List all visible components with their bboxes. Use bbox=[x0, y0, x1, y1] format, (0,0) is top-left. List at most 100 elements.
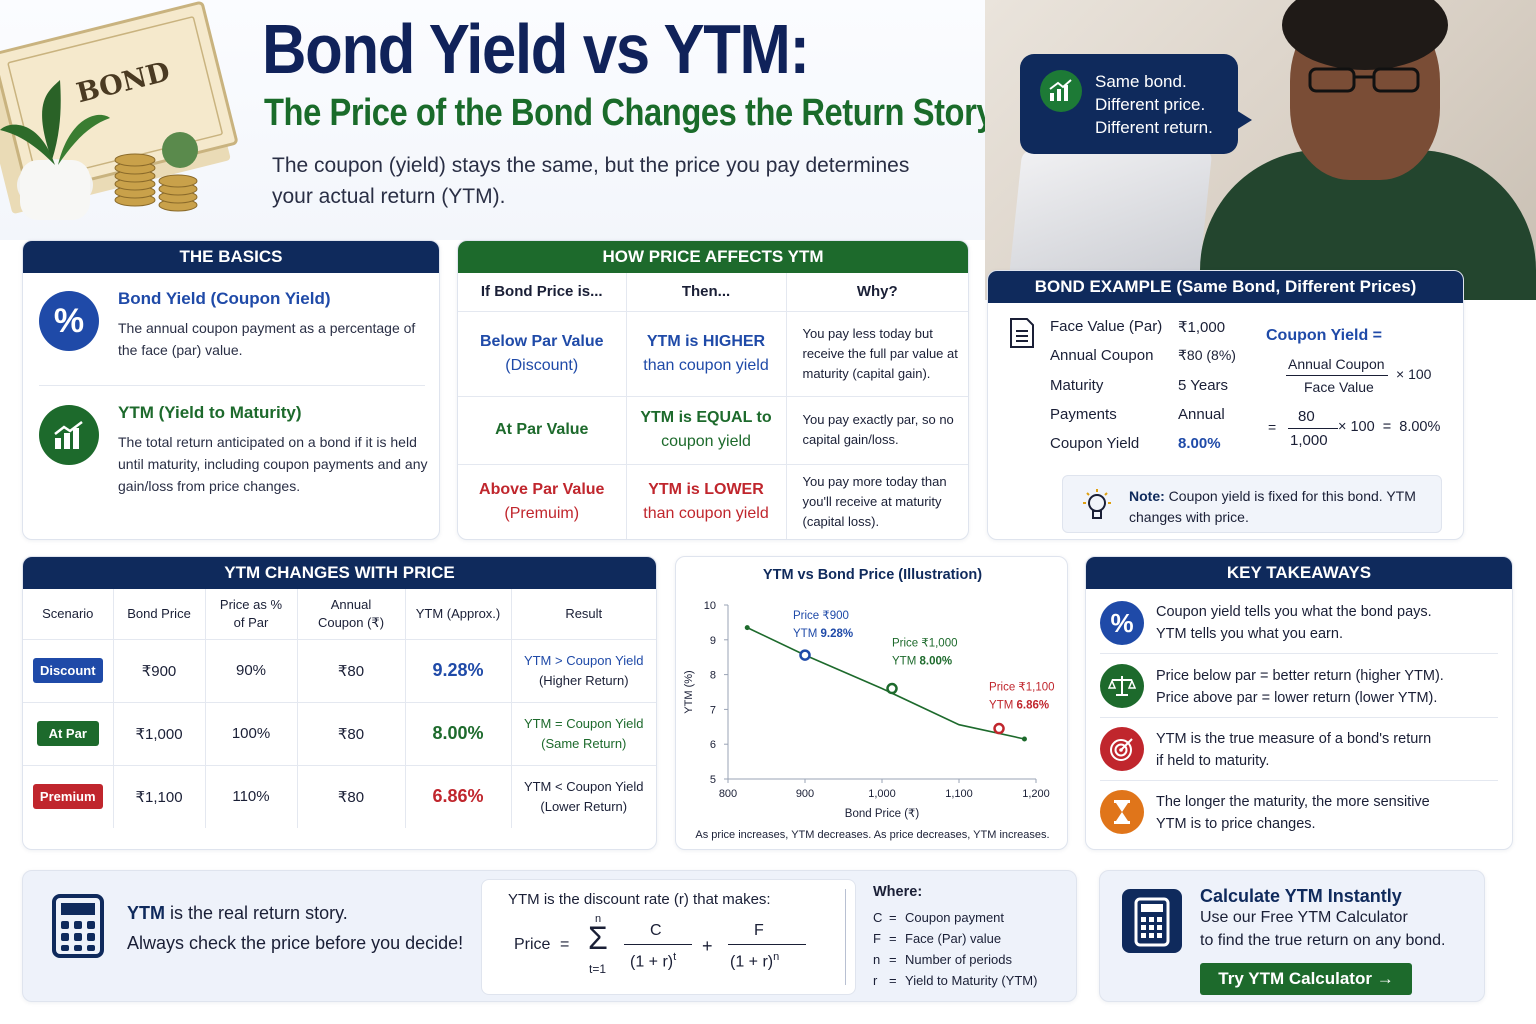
ytm-value: 9.28% bbox=[405, 639, 512, 703]
formula-numerator: Annual Coupon bbox=[1288, 356, 1385, 372]
bubble-line-2: Different price. bbox=[1095, 95, 1206, 114]
chart-title: YTM vs Bond Price (Illustration) bbox=[762, 567, 983, 583]
formula-times: × 100 bbox=[1396, 366, 1432, 382]
bond-example-panel: BOND EXAMPLE (Same Bond, Different Price… bbox=[987, 270, 1464, 540]
example-label: Annual Coupon bbox=[1050, 347, 1154, 364]
calc-result: × 100 = 8.00% bbox=[1338, 419, 1441, 435]
ytm-col-header: Result bbox=[511, 589, 656, 640]
divider bbox=[1100, 780, 1498, 781]
data-point bbox=[993, 722, 1005, 735]
price-condition-sub: (Premuim) bbox=[504, 505, 580, 523]
where-row: r = Yield to Maturity (YTM) bbox=[873, 970, 1037, 991]
data-label-ytm: YTM 9.28% bbox=[793, 628, 853, 640]
basics-item-1-text: The annual coupon payment as a percentag… bbox=[118, 320, 416, 358]
lightbulb-icon bbox=[1083, 489, 1111, 519]
x-tick-label: 1,200 bbox=[1022, 788, 1050, 800]
takeaway-3-line-2: if held to maturity. bbox=[1156, 753, 1270, 769]
how-table: If Bond Price is... Then... Why? Below P… bbox=[458, 273, 968, 539]
formula-denominator: Face Value bbox=[1304, 379, 1374, 395]
scenario-badge: Discount bbox=[32, 658, 103, 683]
ytm-col-header: Scenario bbox=[23, 589, 114, 640]
data-label-price: Price ₹1,000 bbox=[892, 638, 958, 650]
x-tick-label: 1,000 bbox=[868, 788, 896, 800]
how-price-panel: HOW PRICE AFFECTS YTM If Bond Price is..… bbox=[457, 240, 969, 540]
where-desc: Number of periods bbox=[905, 952, 1012, 967]
cta-line-2: to find the true return on any bond. bbox=[1200, 932, 1446, 949]
data-label-value: 6.86% bbox=[1017, 700, 1050, 712]
formula-plus: + bbox=[702, 936, 713, 956]
scenario-badge: Premium bbox=[32, 784, 103, 810]
try-ytm-calculator-button[interactable]: Try YTM Calculator → bbox=[1200, 963, 1412, 995]
speech-bubble: Same bond. Different price. Different re… bbox=[1020, 54, 1252, 154]
cta-title: Calculate YTM Instantly bbox=[1200, 886, 1402, 906]
annual-coupon: ₹80 bbox=[297, 639, 406, 703]
y-tick-label: 7 bbox=[710, 704, 716, 716]
chart-caption: As price increases, YTM decreases. As pr… bbox=[695, 829, 1050, 841]
frac2-numerator: F bbox=[754, 922, 764, 939]
y-tick-label: 5 bbox=[710, 774, 716, 786]
ytm-value: 8.00% bbox=[405, 702, 512, 766]
page-intro: The coupon (yield) stays the same, but t… bbox=[272, 154, 910, 208]
where-equals: = bbox=[889, 931, 897, 946]
x-tick-label: 900 bbox=[796, 788, 814, 800]
where-symbol: n bbox=[873, 952, 881, 967]
basics-panel: THE BASICS % Bond Yield (Coupon Yield) T… bbox=[22, 240, 440, 540]
hourglass-icon bbox=[1100, 790, 1144, 834]
bubble-line-1: Same bond. bbox=[1095, 72, 1187, 91]
data-label-price: Price ₹900 bbox=[793, 610, 849, 622]
then-text: YTM is LOWER bbox=[648, 481, 764, 499]
how-col-header: If Bond Price is... bbox=[458, 273, 627, 312]
formula-intro: YTM is the discount rate (r) that makes: bbox=[508, 891, 771, 908]
x-axis-label: Bond Price (₹) bbox=[845, 808, 920, 820]
fraction-bar bbox=[624, 944, 692, 945]
takeaway-1-line-2: YTM tells you what you earn. bbox=[1156, 626, 1343, 642]
where-symbol: C bbox=[873, 910, 883, 925]
result-line-2: (Same Return) bbox=[541, 735, 627, 751]
price-condition: At Par Value bbox=[458, 396, 627, 465]
note-text: Coupon yield is fixed for this bond. YTM… bbox=[1129, 488, 1416, 525]
frac1-denominator: (1 + r) bbox=[630, 953, 674, 971]
price-pct: 110% bbox=[205, 765, 298, 828]
example-value: 5 Years bbox=[1178, 377, 1229, 394]
calculator-icon bbox=[1122, 889, 1182, 953]
data-label-ytm: YTM 8.00% bbox=[892, 656, 952, 668]
formula-title: Coupon Yield = bbox=[1266, 327, 1383, 344]
bond-price: ₹1,100 bbox=[113, 765, 206, 828]
footer-msg-bold: YTM bbox=[127, 903, 165, 923]
ytm-table-header: YTM CHANGES WITH PRICE bbox=[23, 557, 656, 589]
y-tick-label: 8 bbox=[710, 670, 716, 682]
price-condition: Below Par Value bbox=[479, 332, 604, 350]
where-symbol: r bbox=[873, 973, 878, 988]
calc-denominator: 1,000 bbox=[1290, 432, 1328, 449]
cta-panel: Calculate YTM Instantly Use our Free YTM… bbox=[1099, 870, 1485, 1002]
chart-panel: YTM vs Bond Price (Illustration) 5 6 7 8 9 10… bbox=[675, 556, 1068, 850]
sigma-bottom: t=1 bbox=[589, 962, 607, 976]
table-row: Below Par Value (Discount) YTM is HIGHER t… bbox=[458, 311, 968, 397]
scenario-badge: At Par bbox=[36, 721, 99, 746]
data-label-ytm: YTM 6.86% bbox=[989, 700, 1049, 712]
example-value: Annual bbox=[1178, 406, 1225, 423]
laptop-illustration bbox=[1007, 150, 1213, 290]
example-label: Coupon Yield bbox=[1050, 435, 1140, 452]
where-desc: Face (Par) value bbox=[905, 931, 1002, 946]
then-sub: than coupon yield bbox=[643, 505, 769, 523]
cta-line-1: Use our Free YTM Calculator bbox=[1200, 909, 1408, 926]
divider bbox=[1100, 653, 1498, 654]
data-label-value: 8.00% bbox=[919, 656, 952, 668]
line-endpoint bbox=[1021, 736, 1027, 742]
how-col-header: Why? bbox=[786, 273, 968, 312]
page-title: Bond Yield vs YTM: bbox=[262, 10, 810, 88]
calc-equals: = bbox=[1268, 419, 1277, 435]
takeaway-4-line-2: YTM is to price changes. bbox=[1156, 816, 1316, 832]
ytm-value: 6.86% bbox=[405, 765, 512, 828]
where-row: n = Number of periods bbox=[873, 949, 1037, 970]
footer-msg-line-2: Always check the price before you decide… bbox=[127, 933, 464, 953]
formula-equals: = bbox=[560, 936, 570, 953]
divider bbox=[39, 385, 425, 386]
basics-item-2-title: YTM (Yield to Maturity) bbox=[118, 403, 302, 422]
where-row: F = Face (Par) value bbox=[873, 928, 1037, 949]
result-line-1: YTM > Coupon Yield bbox=[523, 652, 644, 668]
example-value: ₹80 (8%) bbox=[1178, 347, 1236, 363]
price-pct: 100% bbox=[205, 702, 298, 766]
footer-msg-line-1: is the real return story. bbox=[165, 903, 348, 923]
